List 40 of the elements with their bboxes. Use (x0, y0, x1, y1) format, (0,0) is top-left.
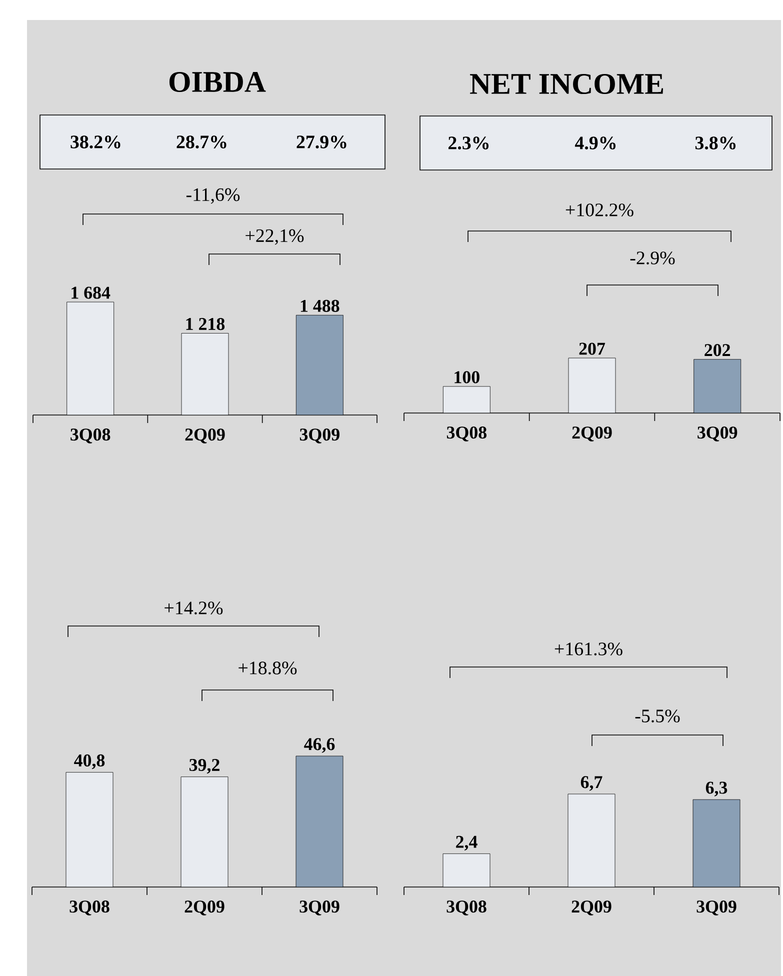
chart-title: NET INCOME (470, 74, 663, 94)
data-label: 2,4 (456, 836, 478, 850)
x-tick-label: 2Q09 (572, 900, 612, 916)
text: -11,6% (186, 188, 240, 204)
text: 3.8% (695, 136, 736, 150)
text: 38.2% (70, 136, 120, 148)
x-tick-label: 3Q09 (300, 900, 340, 916)
data-label: 207 (579, 342, 605, 355)
text: 27.9% (296, 136, 346, 148)
data-label: 100 (454, 371, 480, 384)
text: 28.7% (176, 136, 226, 148)
text: -5.5% (635, 710, 680, 722)
text: +22,1% (245, 229, 304, 245)
data-label: 46,6 (304, 738, 335, 753)
text: +102.2% (566, 204, 634, 216)
x-tick-label: 2Q09 (185, 428, 225, 444)
data-label: 1 488 (300, 300, 340, 312)
x-tick-label: 2Q09 (572, 426, 612, 442)
text: +14.2% (164, 602, 222, 614)
x-tick-label: 3Q08 (446, 900, 486, 916)
data-label: 6,7 (580, 776, 602, 791)
x-tick-label: 2Q09 (184, 900, 224, 916)
x-tick-label: 3Q09 (300, 428, 340, 444)
text: -2.9% (630, 252, 675, 264)
data-label: 202 (704, 344, 730, 356)
data-label: 39,2 (189, 758, 220, 774)
chart-title: OIBDA (169, 72, 266, 92)
text: +18.8% (238, 662, 296, 674)
text: 4.9% (574, 136, 616, 150)
x-tick-label: 3Q09 (697, 426, 737, 442)
data-label: 1 218 (186, 318, 224, 330)
x-tick-label: 3Q08 (70, 900, 110, 916)
x-tick-label: 3Q09 (696, 900, 736, 916)
x-tick-label: 3Q08 (70, 428, 110, 444)
text: +161.3% (554, 642, 622, 656)
data-label: 1 684 (71, 286, 110, 299)
data-label: 40,8 (74, 754, 104, 770)
text: 2.3% (448, 136, 488, 150)
x-tick-label: 3Q08 (446, 426, 486, 442)
data-label: 6,3 (706, 782, 727, 796)
